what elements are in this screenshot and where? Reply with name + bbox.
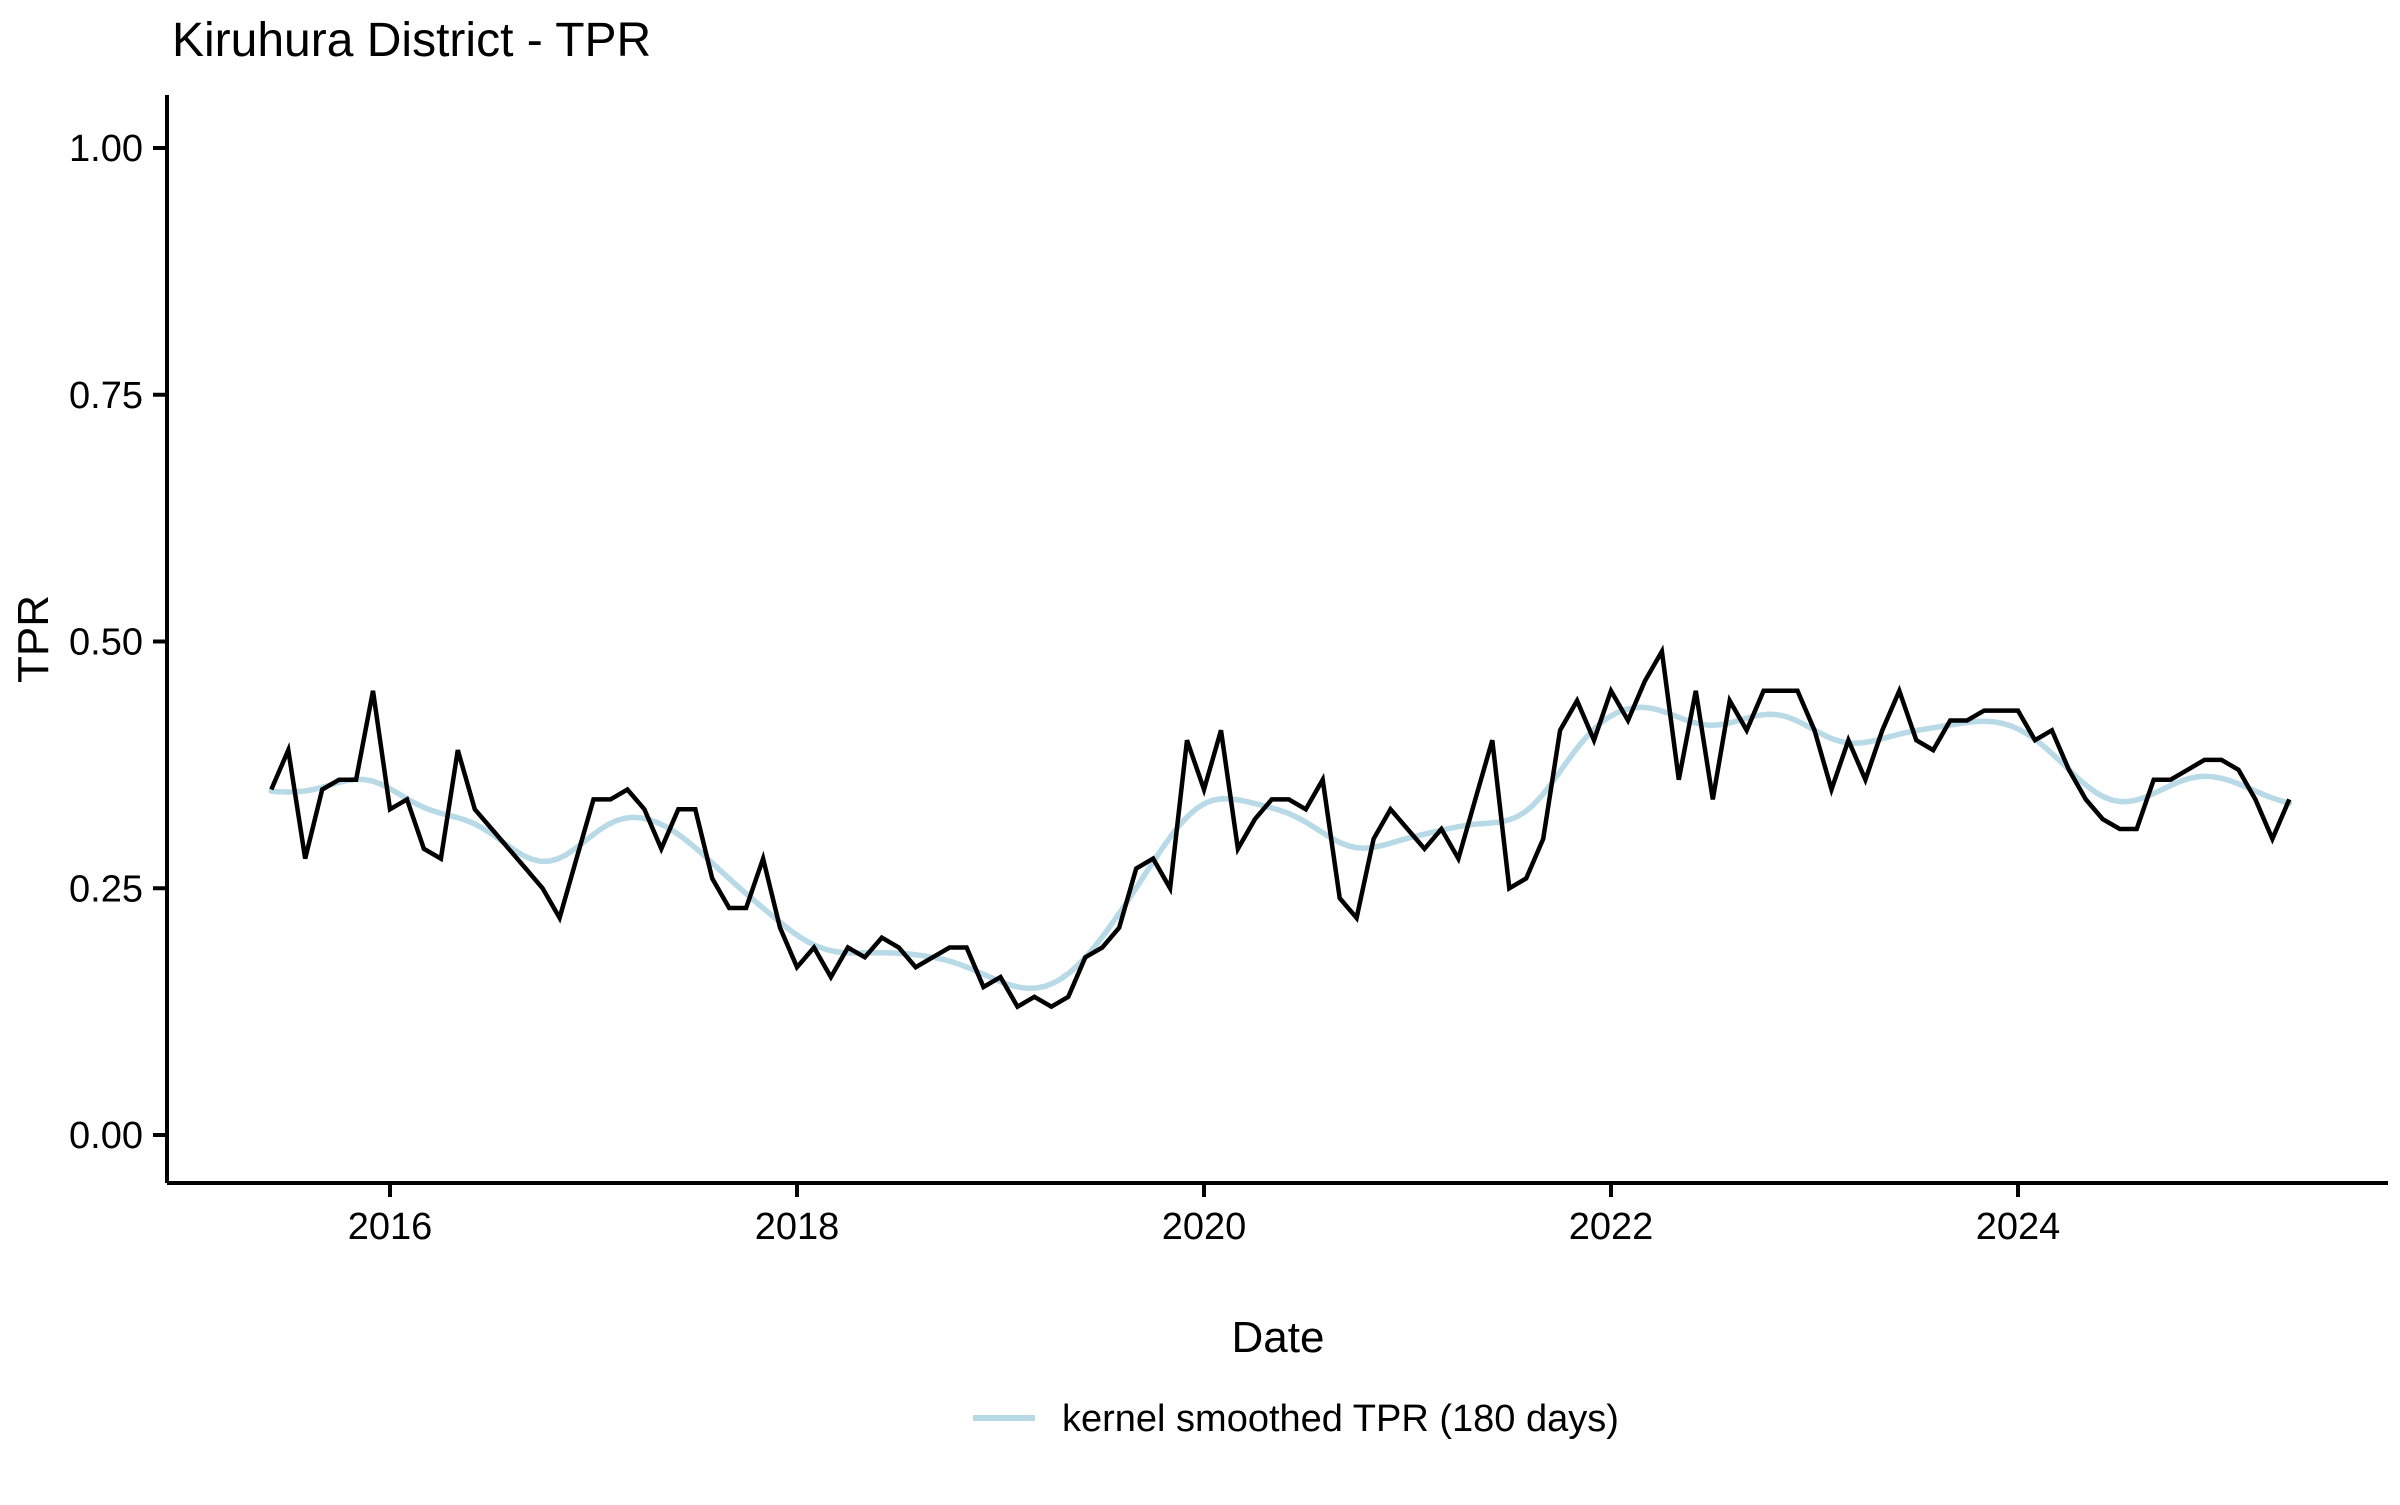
x-tick-label: 2022 [1569,1206,1654,1248]
monthly-tpr-polyline [269,644,2292,1010]
x-tick-label: 2018 [755,1206,840,1248]
x-axis-title: Date [1232,1313,1325,1362]
chart-title: Kiruhura District - TPR [172,14,651,67]
legend: kernel smoothed TPR (180 days) [973,1398,1619,1440]
monthly-tpr-line [269,644,2292,1010]
kernel-smoothed-tpr-line [268,704,2293,992]
x-tick-label: 2024 [1976,1206,2061,1248]
x-tick-label: 2016 [348,1206,433,1248]
y-tick-label: 0.50 [69,622,143,664]
y-tick-label: 0.00 [69,1115,143,1157]
legend-label-smoothed: kernel smoothed TPR (180 days) [1062,1398,1619,1440]
y-tick-label: 0.25 [69,868,143,910]
y-axis-ticks: 0.00 0.25 0.50 0.75 1.00 [69,128,167,1157]
y-axis-title: TPR [9,595,58,683]
x-tick-label: 2020 [1162,1206,1247,1248]
y-tick-label: 1.00 [69,128,143,170]
kernel-smoothed-tpr-polyline [268,704,2293,992]
x-axis-ticks: 2016 2018 2020 2022 2024 [348,1183,2061,1248]
y-tick-label: 0.75 [69,375,143,417]
